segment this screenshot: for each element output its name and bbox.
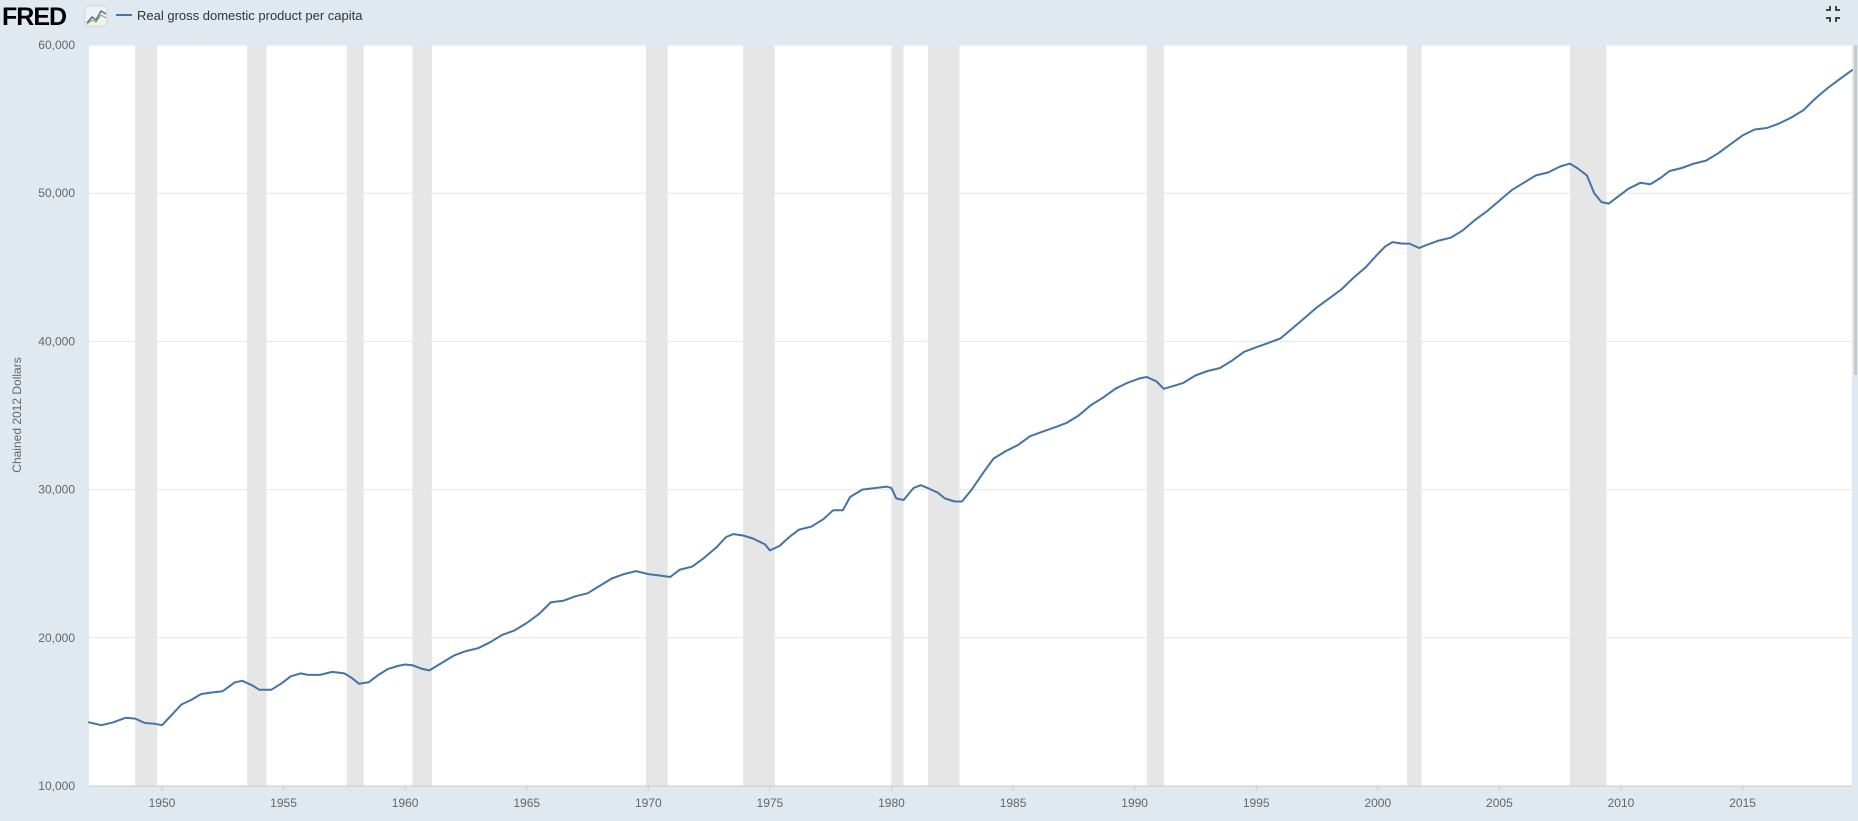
line-graph-icon <box>84 5 108 27</box>
fred-logo-text: FRED <box>2 3 66 31</box>
x-tick-label: 1950 <box>149 796 176 810</box>
x-tick-label: 2005 <box>1486 796 1513 810</box>
y-tick-label: 10,000 <box>38 779 75 793</box>
scrollbar[interactable] <box>1854 45 1857 375</box>
y-tick-label: 20,000 <box>38 631 75 645</box>
recession-band-4 <box>645 45 668 786</box>
recession-band-8 <box>1146 45 1164 786</box>
y-axis-title: Chained 2012 Dollars <box>10 357 24 472</box>
recession-band-2 <box>346 45 364 786</box>
recession-bands <box>135 45 1607 786</box>
recession-band-10 <box>1569 45 1607 786</box>
recession-band-6 <box>891 45 904 786</box>
x-tick-label: 1955 <box>270 796 297 810</box>
x-tick-label: 1995 <box>1243 796 1270 810</box>
y-tick-label: 60,000 <box>38 38 75 52</box>
x-tick-label: 2015 <box>1729 796 1756 810</box>
x-tick-label: 2010 <box>1608 796 1635 810</box>
x-axis-ticks: 1950 1955 1960 1965 1970 1975 1980 1985 1990 1995… <box>149 786 1756 810</box>
recession-band-1 <box>247 45 267 786</box>
x-tick-label: 1980 <box>878 796 905 810</box>
recession-band-3 <box>412 45 432 786</box>
series-layer <box>88 69 1853 727</box>
y-tick-label: 40,000 <box>38 334 75 348</box>
recession-band-9 <box>1406 45 1422 786</box>
y-tick-label: 30,000 <box>38 483 75 497</box>
fred-logo[interactable]: FRED <box>2 3 108 31</box>
legend[interactable]: Real gross domestic product per capita <box>116 8 363 23</box>
x-tick-label: 1960 <box>392 796 419 810</box>
y-axis-ticks: 10,000 20,000 30,000 40,000 50,000 60,000 <box>38 38 75 793</box>
recession-band-5 <box>743 45 775 786</box>
y-tick-label: 50,000 <box>38 186 75 200</box>
x-tick-label: 1985 <box>1000 796 1027 810</box>
recession-band-0 <box>135 45 158 786</box>
fullscreen-exit-icon[interactable] <box>1822 5 1840 23</box>
x-tick-label: 2000 <box>1364 796 1391 810</box>
x-tick-label: 1990 <box>1121 796 1148 810</box>
series-line-0[interactable] <box>88 69 1853 727</box>
x-tick-label: 1965 <box>513 796 540 810</box>
x-tick-label: 1970 <box>635 796 662 810</box>
recession-band-7 <box>927 45 960 786</box>
x-tick-label: 1975 <box>757 796 784 810</box>
legend-label: Real gross domestic product per capita <box>137 8 363 23</box>
